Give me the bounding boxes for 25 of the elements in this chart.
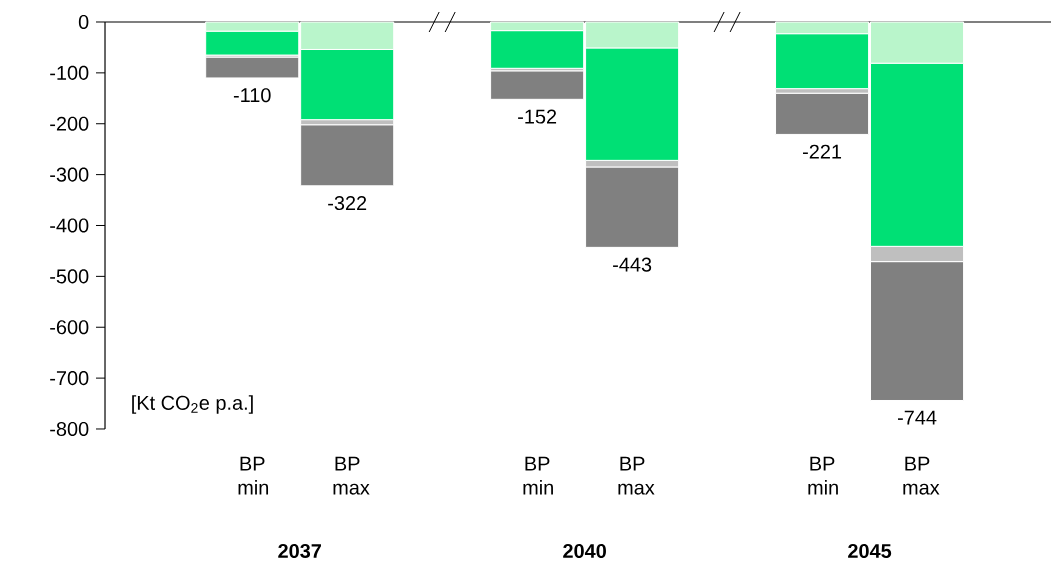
x-tick-label: BP max (618, 456, 655, 495)
x-tick-label: BP min (808, 456, 838, 495)
total-label: -443 (613, 257, 652, 272)
total-label: -110 (233, 88, 271, 103)
text: 2037 (278, 543, 321, 559)
annotation: [Kt CO$_{2}$e p.a.] (132, 395, 253, 414)
y-tick-label: 0 (78, 14, 89, 30)
text: 2040 (563, 543, 606, 559)
x-tick-label: BP max (903, 456, 940, 495)
x-tick-label: BP min (238, 456, 269, 495)
y-tick-label: -100 (50, 65, 89, 80)
y-tick-label: -400 (50, 218, 89, 233)
x-tick-label: BP max (333, 456, 370, 495)
total-label: -221 (803, 144, 842, 159)
y-tick-label: -200 (50, 116, 89, 131)
y-tick-label: -800 (50, 421, 89, 437)
total-label: -322 (328, 196, 367, 211)
text: 2045 (848, 543, 892, 559)
y-tick-label: -300 (50, 167, 89, 182)
total-label: -744 (898, 410, 937, 425)
y-tick-label: -500 (50, 269, 89, 284)
total-label: -152 (518, 109, 557, 124)
x-tick-label: BP min (523, 456, 553, 495)
y-tick-label: -700 (50, 371, 89, 386)
y-tick-label: -600 (50, 320, 89, 335)
